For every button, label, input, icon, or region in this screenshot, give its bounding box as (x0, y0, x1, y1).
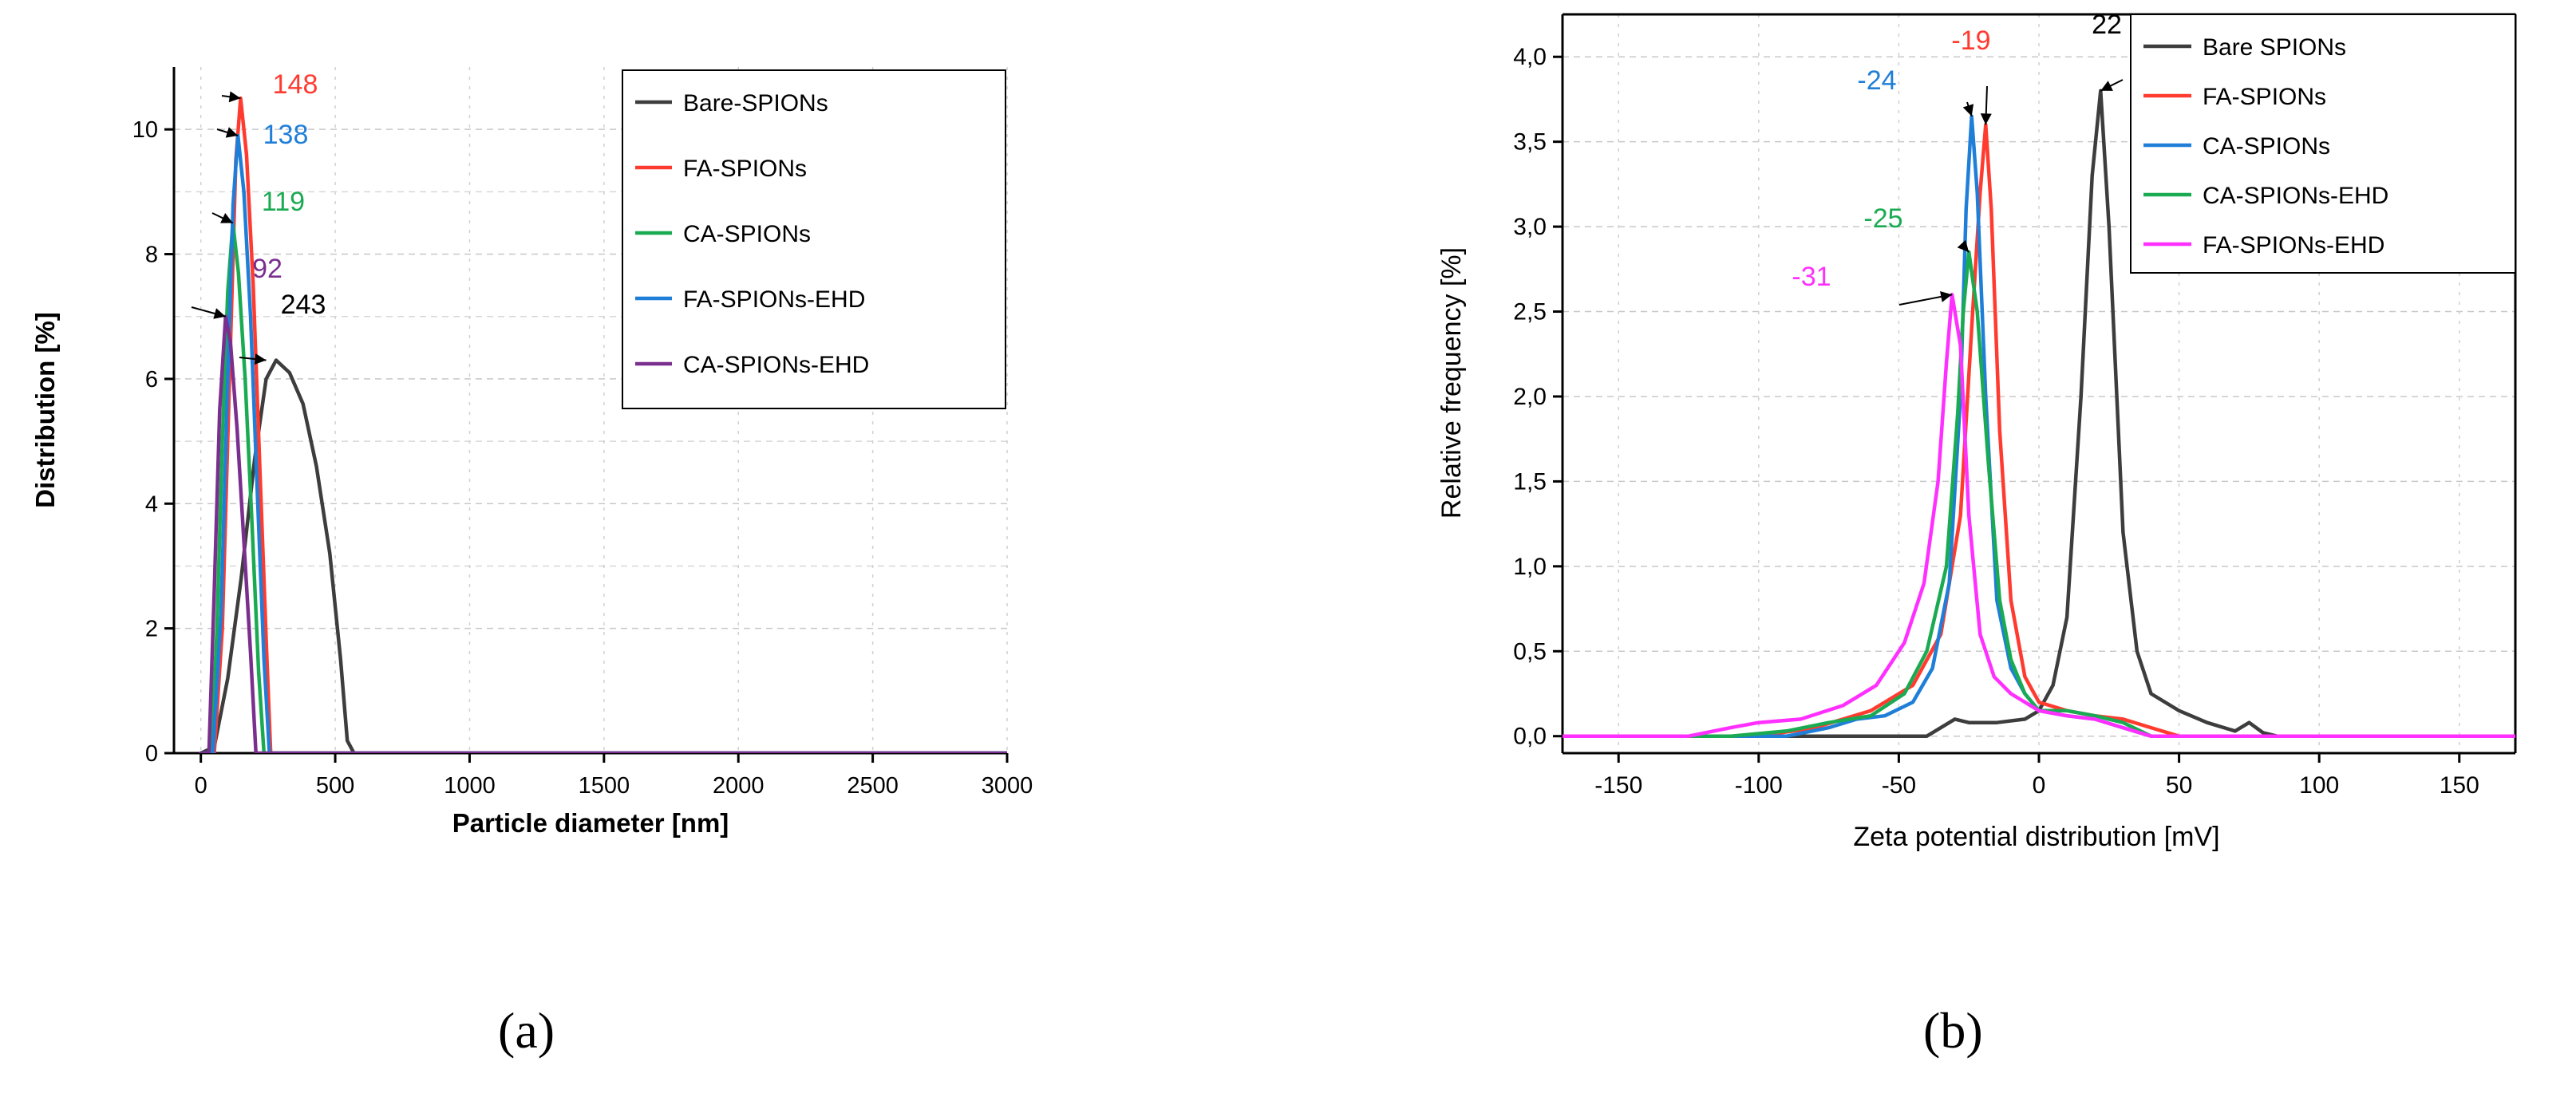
legend-box (622, 69, 1006, 409)
x-tick-label: 0 (2033, 772, 2046, 799)
annotation-label: -24 (1857, 65, 1896, 96)
annotation-arrowhead (228, 91, 241, 103)
y-tick-label: 2,0 (1513, 384, 1547, 410)
x-tick-label: 50 (2166, 772, 2192, 799)
x-axis-label: Zeta potential distribution [mV] (1853, 822, 2219, 852)
x-tick-label: 150 (2440, 772, 2479, 799)
annotation-label: 243 (281, 290, 326, 320)
legend: Bare-SPIONs FA-SPIONs CA-SPIONs FA-SPIONs-E… (622, 69, 1006, 409)
legend-entry-ca-spions-ehd: CA-SPIONs-EHD (683, 352, 869, 378)
annotation-label: 22 (2092, 10, 2122, 40)
annotation-label: 148 (273, 69, 318, 100)
y-axis-label: Distribution [%] (30, 312, 60, 508)
annotation-label: 138 (263, 120, 309, 150)
y-tick-label: 0 (145, 741, 158, 767)
x-tick-label: 3000 (982, 773, 1033, 799)
annotation-arrowhead (254, 353, 267, 365)
ticks: -150 -100 -50 0 50 100 150 0,0 0,5 1,0 1,5 2,0 2,5 3,… (1513, 44, 2479, 799)
legend-entry-fa-spions: FA-SPIONs (2203, 84, 2326, 110)
y-tick-label: 1,0 (1513, 554, 1547, 580)
series-line-fa-spions-ehd (199, 133, 1007, 753)
x-tick-label: -50 (1882, 772, 1916, 799)
legend-entry-ca-spions: CA-SPIONs (683, 221, 811, 247)
x-tick-label: 100 (2299, 772, 2339, 799)
annotation-arrowhead (220, 213, 233, 223)
annotations: 148 138 119 92 243 (191, 69, 326, 365)
legend-entry-bare-spions: Bare-SPIONs (683, 90, 828, 116)
y-tick-label: 6 (145, 367, 158, 393)
x-axis-label: Particle diameter [nm] (452, 808, 729, 838)
series-line-bare-spions (1563, 89, 2515, 738)
y-tick-label: 2 (145, 617, 158, 642)
x-tick-label: 2000 (713, 773, 765, 799)
chart-a-particle-size: 0 500 1000 1500 2000 2500 3000 0 2 4 6 8 10 Particle … (30, 67, 1033, 838)
legend-entry-ca-spions: CA-SPIONs (2203, 133, 2330, 160)
y-tick-label: 0,5 (1513, 638, 1547, 665)
x-tick-label: -100 (1735, 772, 1783, 799)
x-tick-label: 500 (316, 773, 354, 799)
annotation-arrowhead (2100, 81, 2113, 91)
y-axis-label: Relative frequency [%] (1436, 247, 1467, 519)
annotation-label: -19 (1951, 26, 1990, 56)
annotations: -19 22 -24 -25 -31 (1792, 10, 2124, 306)
y-tick-label: 4 (145, 491, 158, 517)
y-tick-label: 3,0 (1513, 214, 1547, 240)
x-tick-label: 2500 (847, 773, 899, 799)
ticks: 0 500 1000 1500 2000 2500 3000 0 2 4 6 8 10 (132, 117, 1033, 799)
y-tick-label: 8 (145, 243, 158, 268)
y-tick-label: 2,5 (1513, 299, 1547, 326)
annotation-arrowhead (1980, 113, 1992, 125)
legend-entry-fa-spions-ehd: FA-SPIONs-EHD (2203, 232, 2384, 258)
annotation-arrowhead (1957, 239, 1970, 253)
annotation-arrowhead (213, 308, 226, 319)
legend-entry-fa-spions-ehd: FA-SPIONs-EHD (683, 286, 865, 313)
series-line-fa-spions (199, 96, 1007, 753)
legend-box (2130, 14, 2516, 274)
chart-b-zeta-potential: -150 -100 -50 0 50 100 150 0,0 0,5 1,0 1,5 2,0 2,5 3,… (1436, 10, 2517, 852)
series-group (1563, 89, 2515, 738)
x-tick-label: -150 (1594, 772, 1642, 799)
series-line-ca-spions (199, 221, 1007, 753)
series-group (199, 96, 1007, 753)
panel-label-a: (a) (498, 1002, 555, 1059)
y-tick-label: 3,5 (1513, 129, 1547, 156)
x-tick-label: 0 (195, 773, 207, 799)
annotation-arrowhead (1962, 104, 1974, 116)
panel-label-b: (b) (1923, 1002, 1983, 1059)
legend-entry-bare-spions: Bare SPIONs (2203, 34, 2346, 61)
series-line-fa-spions (1563, 123, 2515, 738)
x-tick-label: 1500 (579, 773, 630, 799)
legend-entry-fa-spions: FA-SPIONs (683, 156, 807, 182)
y-tick-label: 0,0 (1513, 724, 1547, 750)
annotation-arrowhead (1940, 291, 1953, 302)
series-line-ca-spions-ehd (199, 314, 1007, 753)
annotation-label: -25 (1863, 203, 1902, 234)
series-line-ca-spions-ehd (1563, 250, 2515, 738)
x-tick-label: 1000 (444, 773, 496, 799)
y-tick-label: 10 (132, 117, 158, 143)
legend-entry-ca-spions-ehd: CA-SPIONs-EHD (2203, 183, 2388, 209)
annotation-arrowhead (225, 127, 239, 138)
annotation-label: 92 (252, 254, 282, 284)
y-tick-label: 1,5 (1513, 468, 1547, 495)
series-line-bare-spions (199, 358, 1007, 753)
y-tick-label: 4,0 (1513, 44, 1547, 70)
annotation-label: 119 (262, 187, 305, 217)
legend: Bare SPIONs FA-SPIONs CA-SPIONs CA-SPIONs-E… (2130, 14, 2516, 274)
annotation-label: -31 (1792, 262, 1831, 292)
series-line-fa-spions-ehd (1563, 292, 2515, 738)
